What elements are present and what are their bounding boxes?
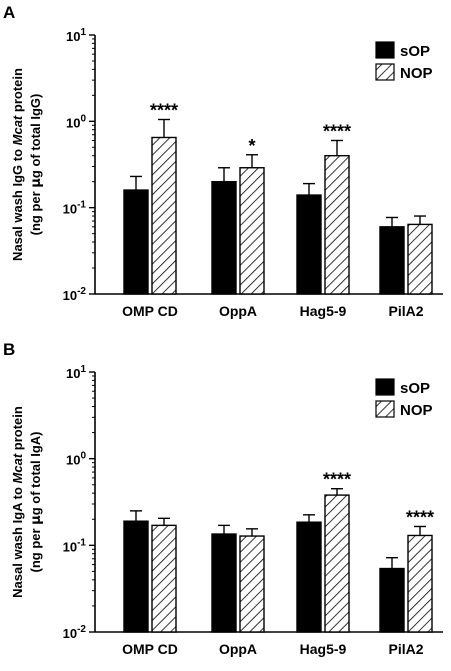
significance-marker: * bbox=[248, 136, 255, 156]
legend-label-NOP: NOP bbox=[400, 402, 433, 419]
x-tick-label: OMP CD bbox=[122, 303, 178, 319]
bar-sOP bbox=[123, 520, 149, 633]
bar-NOP bbox=[407, 534, 433, 633]
legend-swatch-NOP bbox=[375, 400, 395, 418]
y-axis-label-line2: (ng per μg of total IgG) bbox=[28, 94, 44, 236]
bar-sOP bbox=[379, 226, 405, 295]
x-tick-label: Hag5-9 bbox=[300, 303, 347, 319]
x-tick-label: OppA bbox=[219, 641, 257, 657]
panel-letter: B bbox=[3, 340, 15, 359]
bar-sOP bbox=[211, 533, 237, 633]
bar-NOP bbox=[324, 494, 350, 633]
y-tick-label: 10-1 bbox=[63, 200, 87, 217]
bar-sOP bbox=[296, 521, 322, 633]
significance-marker: **** bbox=[150, 101, 178, 121]
bar-NOP bbox=[407, 223, 433, 295]
legend-swatch-sOP bbox=[375, 41, 395, 59]
x-tick-label: Hag5-9 bbox=[300, 641, 347, 657]
significance-marker: **** bbox=[323, 470, 351, 490]
y-tick-label: 10-2 bbox=[63, 286, 87, 303]
bar-NOP bbox=[239, 535, 265, 633]
bar-sOP bbox=[296, 194, 322, 295]
y-tick-label: 10-1 bbox=[63, 537, 87, 554]
y-tick-label: 100 bbox=[66, 113, 86, 130]
y-axis-label-line1: Nasal wash IgA to Mcat protein bbox=[10, 406, 25, 598]
y-tick-label: 101 bbox=[66, 27, 86, 44]
bar-sOP bbox=[379, 567, 405, 633]
bar-NOP bbox=[239, 167, 265, 295]
legend-swatch-NOP bbox=[375, 63, 395, 81]
bar-NOP bbox=[151, 524, 177, 633]
legend: sOP NOP bbox=[375, 378, 433, 419]
bar-NOP bbox=[151, 136, 177, 295]
x-tick-label: PilA2 bbox=[388, 303, 423, 319]
bar-sOP bbox=[211, 180, 237, 295]
bar-NOP bbox=[324, 154, 350, 295]
y-tick-label: 101 bbox=[66, 364, 86, 381]
legend-swatch-sOP bbox=[375, 378, 395, 396]
x-tick-label: OMP CD bbox=[122, 641, 178, 657]
y-tick-label: 100 bbox=[66, 451, 86, 468]
legend-label-sOP: sOP bbox=[400, 43, 430, 60]
x-tick-label: OppA bbox=[219, 303, 257, 319]
panel-B: B 101 100 10-1 10-2 Nasal wash IgA to Mcat pr… bbox=[3, 340, 443, 657]
y-axis-label-line1: Nasal wash IgG to Mcat protein bbox=[10, 68, 25, 261]
legend-label-NOP: NOP bbox=[400, 65, 433, 82]
significance-marker: **** bbox=[323, 121, 351, 141]
panel-letter: A bbox=[3, 3, 15, 22]
x-tick-label: PilA2 bbox=[388, 641, 423, 657]
bar-sOP bbox=[123, 189, 149, 295]
y-tick-label: 10-2 bbox=[63, 624, 87, 641]
legend: sOP NOP bbox=[375, 41, 433, 82]
panel-A: A 101 100 10-1 10-2 Nasal wash IgG to Mcat pr… bbox=[3, 3, 443, 319]
legend-label-sOP: sOP bbox=[400, 380, 430, 397]
y-axis-label-line2: (ng per μg of total IgA) bbox=[28, 431, 44, 572]
significance-marker: **** bbox=[406, 507, 434, 527]
